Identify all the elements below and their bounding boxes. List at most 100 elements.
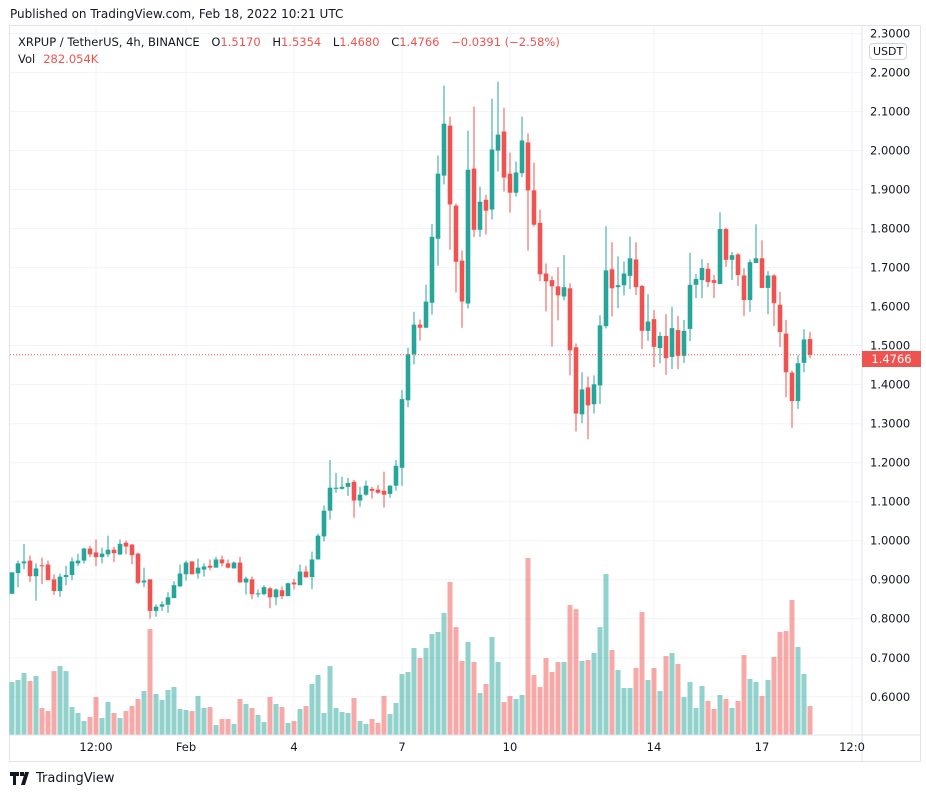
candle[interactable] <box>243 576 249 595</box>
candle[interactable] <box>603 226 609 329</box>
candle[interactable] <box>513 161 519 197</box>
candle[interactable] <box>183 560 189 581</box>
candle[interactable] <box>543 263 549 312</box>
candle[interactable] <box>621 261 627 296</box>
candle[interactable] <box>645 294 651 341</box>
candle[interactable] <box>597 315 603 405</box>
candle[interactable] <box>801 329 807 373</box>
candle[interactable] <box>615 256 621 309</box>
currency-button[interactable]: USDT <box>869 43 908 60</box>
candle[interactable] <box>441 85 447 185</box>
candle[interactable] <box>267 587 273 609</box>
candle[interactable] <box>219 555 225 567</box>
candle[interactable] <box>273 588 279 606</box>
candle[interactable] <box>399 390 405 486</box>
candle[interactable] <box>687 252 693 341</box>
candle[interactable] <box>291 578 297 590</box>
candle[interactable] <box>351 479 357 518</box>
candle[interactable] <box>117 539 123 556</box>
candle[interactable] <box>555 267 561 321</box>
candle[interactable] <box>321 505 327 542</box>
candle[interactable] <box>111 546 117 563</box>
candle[interactable] <box>411 311 417 365</box>
candle[interactable] <box>261 585 267 596</box>
candle[interactable] <box>549 276 555 347</box>
candle[interactable] <box>21 543 27 570</box>
candle[interactable] <box>423 284 429 328</box>
candle[interactable] <box>165 592 171 613</box>
candle[interactable] <box>795 355 801 409</box>
candle[interactable] <box>177 564 183 588</box>
candle[interactable] <box>147 579 153 619</box>
candle[interactable] <box>357 486 363 507</box>
footer-brand[interactable]: TradingView <box>10 771 115 786</box>
candle[interactable] <box>81 547 87 564</box>
candle[interactable] <box>783 319 789 398</box>
candle[interactable] <box>771 274 777 327</box>
candle[interactable] <box>573 343 579 432</box>
candle[interactable] <box>519 116 525 178</box>
candle[interactable] <box>765 271 771 315</box>
candle[interactable] <box>51 574 57 595</box>
candle[interactable] <box>129 543 135 565</box>
candle[interactable] <box>495 81 501 172</box>
candle[interactable] <box>483 194 489 235</box>
candle[interactable] <box>339 476 345 490</box>
candle[interactable] <box>747 259 753 312</box>
candle[interactable] <box>609 242 615 317</box>
candle[interactable] <box>75 553 81 567</box>
candle[interactable] <box>387 484 393 498</box>
candle[interactable] <box>465 130 471 309</box>
candle[interactable] <box>459 250 465 328</box>
candle[interactable] <box>531 162 537 227</box>
candle[interactable] <box>501 107 507 192</box>
candle[interactable] <box>375 484 381 494</box>
candle[interactable] <box>639 284 645 350</box>
candle[interactable] <box>105 535 111 558</box>
candle[interactable] <box>33 563 39 601</box>
candle[interactable] <box>633 242 639 295</box>
candle[interactable] <box>45 560 51 581</box>
candle[interactable] <box>435 155 441 266</box>
candle[interactable] <box>381 471 387 508</box>
candle[interactable] <box>249 576 255 600</box>
candle[interactable] <box>363 480 369 496</box>
candle[interactable] <box>213 556 219 568</box>
candle[interactable] <box>417 319 423 341</box>
candle[interactable] <box>87 545 93 558</box>
candle[interactable] <box>735 253 741 286</box>
candle[interactable] <box>369 486 375 499</box>
candle[interactable] <box>759 240 765 288</box>
candle[interactable] <box>717 212 723 285</box>
candle[interactable] <box>453 203 459 293</box>
candle[interactable] <box>651 310 657 368</box>
candle[interactable] <box>195 558 201 579</box>
candle[interactable] <box>99 547 105 564</box>
candle[interactable] <box>327 459 333 520</box>
candle[interactable] <box>789 370 795 428</box>
candle[interactable] <box>93 539 99 567</box>
candle[interactable] <box>777 291 783 347</box>
candle[interactable] <box>285 582 291 597</box>
candle[interactable] <box>123 540 129 555</box>
candle[interactable] <box>567 283 573 376</box>
candle[interactable] <box>681 319 687 363</box>
candle[interactable] <box>159 601 165 611</box>
candle[interactable] <box>753 224 759 263</box>
candle[interactable] <box>345 477 351 496</box>
candle[interactable] <box>303 565 309 578</box>
candle[interactable] <box>447 116 453 250</box>
candle[interactable] <box>207 559 213 571</box>
candle[interactable] <box>27 555 33 583</box>
candle[interactable] <box>675 316 681 370</box>
candle[interactable] <box>663 314 669 375</box>
candle[interactable] <box>585 376 591 440</box>
candle[interactable] <box>741 268 747 317</box>
candle[interactable] <box>807 331 813 359</box>
candle[interactable] <box>63 565 69 586</box>
candle[interactable] <box>591 375 597 414</box>
candle[interactable] <box>729 252 735 281</box>
candle[interactable] <box>477 186 483 237</box>
candle[interactable] <box>171 581 177 599</box>
